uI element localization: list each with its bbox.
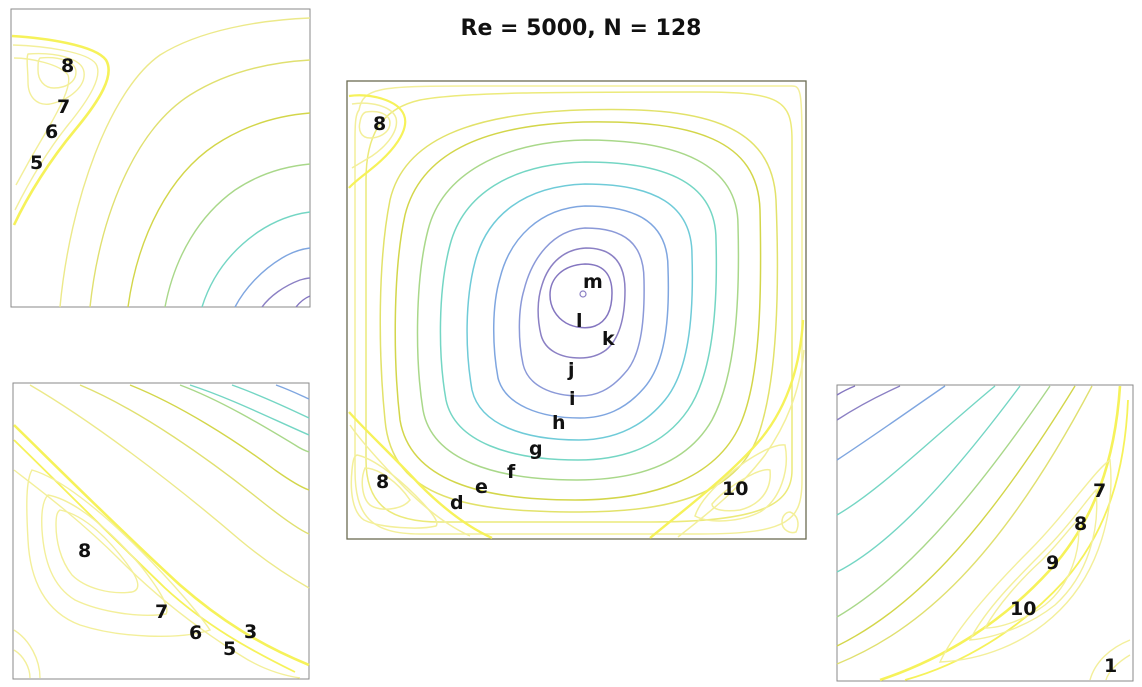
label-g: g <box>529 438 543 460</box>
bl-zoom-label-3: 3 <box>244 621 257 643</box>
label-tl-8: 8 <box>373 113 386 135</box>
label-h: h <box>552 412 566 434</box>
bottom-left-zoom-panel: 8 7 6 5 3 <box>13 383 309 679</box>
br-zoom-label-1: 1 <box>1104 655 1117 677</box>
label-e: e <box>475 476 488 498</box>
label-i: i <box>569 388 576 410</box>
label-j: j <box>567 359 575 381</box>
br-zoom-label-7: 7 <box>1093 480 1106 502</box>
tl-zoom-label-5: 5 <box>30 152 43 174</box>
bl-zoom-label-8: 8 <box>78 540 91 562</box>
label-k: k <box>602 328 615 350</box>
label-f: f <box>507 461 516 483</box>
tl-zoom-label-7: 7 <box>57 96 70 118</box>
tl-zoom-label-6: 6 <box>45 121 58 143</box>
br-zoom-label-8: 8 <box>1074 513 1087 535</box>
bottom-right-zoom-panel: 7 8 9 10 1 <box>837 385 1133 681</box>
label-br-10: 10 <box>722 478 748 500</box>
bl-zoom-label-6: 6 <box>189 622 202 644</box>
label-d: d <box>450 492 464 514</box>
figure-title: Re = 5000, N = 128 <box>461 16 702 41</box>
br-zoom-label-10: 10 <box>1010 598 1036 620</box>
label-l: l <box>576 310 583 332</box>
label-m: m <box>583 271 603 293</box>
label-bl-8: 8 <box>376 471 389 493</box>
main-cavity-panel: m l k j i h g f e d 8 8 10 <box>347 81 806 539</box>
bl-zoom-label-7: 7 <box>155 601 168 623</box>
bl-zoom-label-5: 5 <box>223 638 236 660</box>
top-left-zoom-panel: 8 7 6 5 <box>11 9 310 307</box>
tl-zoom-label-8: 8 <box>61 55 74 77</box>
tl-zoom-frame <box>11 9 310 307</box>
br-zoom-label-9: 9 <box>1046 552 1059 574</box>
